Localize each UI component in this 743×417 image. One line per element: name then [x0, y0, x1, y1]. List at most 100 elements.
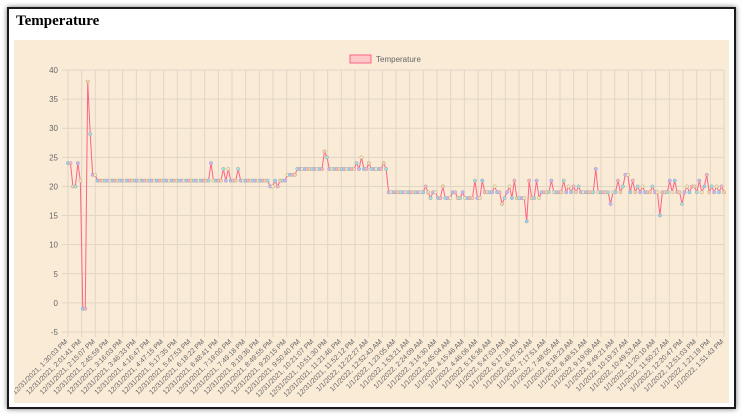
data-point[interactable] [453, 190, 458, 195]
data-point[interactable] [88, 132, 93, 136]
data-point[interactable] [473, 178, 477, 183]
data-point[interactable] [75, 161, 80, 166]
data-point[interactable] [460, 190, 465, 195]
data-point[interactable] [699, 190, 704, 195]
data-point[interactable] [522, 196, 527, 200]
data-point[interactable] [490, 190, 495, 195]
data-point[interactable] [630, 178, 635, 183]
data-point[interactable] [492, 184, 497, 189]
data-point[interactable] [354, 161, 359, 166]
data-point[interactable] [712, 190, 717, 195]
data-point[interactable] [524, 219, 529, 224]
data-point[interactable] [667, 178, 672, 183]
data-point[interactable] [320, 167, 324, 171]
data-point[interactable] [574, 190, 578, 195]
data-point[interactable] [714, 184, 719, 189]
data-point[interactable] [480, 178, 485, 183]
data-point[interactable] [364, 167, 369, 171]
data-point[interactable] [236, 167, 241, 171]
legend-swatch[interactable] [349, 54, 372, 64]
data-point[interactable] [677, 190, 682, 195]
data-point[interactable] [640, 184, 645, 189]
data-point[interactable] [448, 196, 453, 200]
data-point[interactable] [549, 178, 554, 183]
data-point[interactable] [527, 178, 532, 183]
data-point[interactable] [510, 196, 514, 200]
data-point[interactable] [650, 184, 655, 189]
data-point[interactable] [384, 167, 389, 171]
data-point[interactable] [209, 161, 213, 166]
data-point[interactable] [625, 172, 630, 177]
data-point[interactable] [85, 79, 90, 84]
data-point[interactable] [292, 172, 297, 177]
data-point[interactable] [505, 190, 509, 195]
data-point[interactable] [638, 190, 643, 195]
data-point[interactable] [547, 190, 551, 195]
data-point[interactable] [428, 196, 433, 200]
data-point[interactable] [221, 167, 226, 171]
data-point[interactable] [265, 178, 270, 183]
data-point[interactable] [470, 196, 475, 200]
data-point[interactable] [665, 190, 670, 195]
data-point[interactable] [273, 178, 278, 183]
data-point[interactable] [709, 184, 714, 189]
data-point[interactable] [78, 178, 83, 183]
data-point[interactable] [655, 190, 660, 195]
data-point[interactable] [697, 178, 702, 183]
data-point[interactable] [576, 184, 581, 189]
data-point[interactable] [566, 184, 571, 189]
data-point[interactable] [606, 190, 610, 195]
data-point[interactable] [357, 167, 361, 171]
data-point[interactable] [719, 184, 724, 189]
data-point[interactable] [648, 190, 652, 195]
data-point[interactable] [458, 196, 463, 200]
data-point[interactable] [73, 184, 78, 189]
data-point[interactable] [620, 184, 625, 189]
legend-label[interactable]: Temperature [376, 55, 421, 64]
data-point[interactable] [502, 196, 507, 200]
data-point[interactable] [532, 196, 537, 200]
data-point[interactable] [233, 178, 238, 183]
data-point[interactable] [657, 213, 662, 218]
data-point[interactable] [381, 161, 386, 166]
data-point[interactable] [275, 184, 280, 189]
data-point[interactable] [672, 178, 677, 183]
data-point[interactable] [352, 167, 356, 171]
data-point[interactable] [218, 178, 223, 183]
data-point[interactable] [359, 155, 364, 160]
data-point[interactable] [633, 190, 638, 195]
data-point[interactable] [687, 190, 692, 195]
data-point[interactable] [608, 202, 613, 206]
data-point[interactable] [426, 190, 430, 195]
data-point[interactable] [83, 306, 88, 311]
data-point[interactable] [707, 190, 712, 195]
data-point[interactable] [534, 178, 539, 183]
data-point[interactable] [613, 190, 618, 195]
data-point[interactable] [537, 196, 541, 200]
data-point[interactable] [680, 202, 684, 206]
data-point[interactable] [270, 184, 275, 189]
data-point[interactable] [571, 184, 576, 189]
data-point[interactable] [206, 178, 211, 183]
data-point[interactable] [500, 202, 504, 206]
data-point[interactable] [616, 178, 620, 183]
data-point[interactable] [618, 190, 623, 195]
data-point[interactable] [507, 184, 512, 189]
data-point[interactable] [702, 184, 707, 189]
data-point[interactable] [692, 184, 697, 189]
data-point[interactable] [322, 149, 327, 154]
data-point[interactable] [366, 161, 371, 166]
data-point[interactable] [628, 190, 633, 195]
data-point[interactable] [477, 196, 482, 200]
data-point[interactable] [591, 190, 596, 195]
data-point[interactable] [226, 167, 231, 171]
data-point[interactable] [423, 184, 428, 189]
data-point[interactable] [438, 196, 443, 200]
data-point[interactable] [569, 190, 573, 195]
data-point[interactable] [512, 178, 517, 183]
data-point[interactable] [223, 178, 228, 183]
data-point[interactable] [722, 190, 726, 195]
data-point[interactable] [704, 172, 709, 177]
data-point[interactable] [433, 190, 438, 195]
legend[interactable]: Temperature [349, 54, 421, 64]
